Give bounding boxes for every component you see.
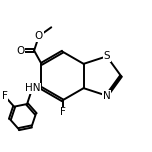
Text: O: O bbox=[16, 46, 24, 55]
Text: F: F bbox=[60, 107, 66, 117]
Text: S: S bbox=[103, 51, 110, 61]
Text: O: O bbox=[35, 31, 43, 41]
Text: O: O bbox=[35, 31, 43, 41]
Text: N: N bbox=[103, 91, 111, 101]
Text: O: O bbox=[16, 46, 24, 55]
Text: N: N bbox=[103, 91, 111, 101]
Text: F: F bbox=[60, 107, 66, 117]
Text: NH: NH bbox=[25, 83, 40, 93]
Text: HN: HN bbox=[25, 83, 40, 93]
Text: F: F bbox=[2, 92, 8, 101]
Text: S: S bbox=[103, 51, 110, 61]
Text: F: F bbox=[2, 92, 8, 101]
